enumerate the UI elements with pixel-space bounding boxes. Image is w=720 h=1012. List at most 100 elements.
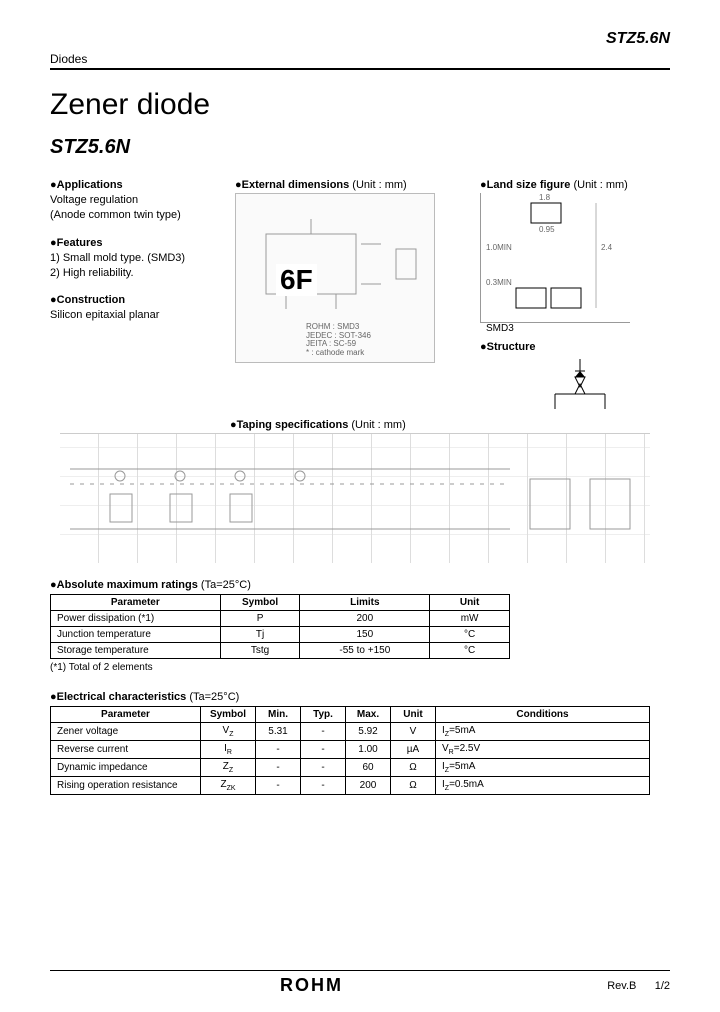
cell: P (220, 611, 300, 627)
structure-figure (540, 359, 620, 409)
land-heading: Land size figure (Unit : mm) (480, 179, 660, 191)
land-unit: (Unit : mm) (570, 179, 627, 191)
rohm-logo: ROHM (280, 975, 343, 996)
footer-page: 1/2 (655, 980, 670, 992)
table-row: Power dissipation (*1) P 200 mW (51, 611, 510, 627)
cell: 60 (346, 759, 391, 777)
taping-heading-text: Taping specifications (237, 419, 349, 431)
top-columns: Applications Voltage regulation(Anode co… (50, 179, 670, 409)
cell: 200 (300, 611, 430, 627)
applications-heading-text: Applications (57, 179, 123, 191)
cell: Tj (220, 627, 300, 643)
ext-dim-heading-text: External dimensions (242, 179, 350, 191)
marking-text: 6F (276, 264, 317, 296)
col-typ: Typ. (301, 707, 346, 723)
cell: Junction temperature (51, 627, 221, 643)
cell: 200 (346, 777, 391, 795)
applications-heading: Applications (50, 179, 220, 191)
abs-ratings-footnote: (*1) Total of 2 elements (50, 662, 670, 673)
cell: IZ=0.5mA (436, 777, 650, 795)
land-size-figure: 1.8 0.95 1.0MIN 0.3MIN 2.4 SMD3 (480, 193, 630, 323)
abs-ratings-temp: (Ta=25°C) (198, 579, 251, 591)
land-dim-h: 0.95 (539, 225, 555, 234)
construction-heading-text: Construction (57, 294, 125, 306)
cell: VR=2.5V (436, 741, 650, 759)
cell: - (256, 741, 301, 759)
taping-drawing-icon (60, 434, 650, 564)
part-number-heading: STZ5.6N (50, 136, 670, 159)
cell: ZZK (201, 777, 256, 795)
col-parameter: Parameter (51, 707, 201, 723)
header-part-number: STZ5.6N (50, 30, 670, 48)
col-parameter: Parameter (51, 595, 221, 611)
cell: Rising operation resistance (51, 777, 201, 795)
cell: µA (391, 741, 436, 759)
abs-ratings-heading-text: Absolute maximum ratings (57, 579, 198, 591)
col-limits: Limits (300, 595, 430, 611)
ext-dim-heading: External dimensions (Unit : mm) (235, 179, 465, 191)
features-body: 1) Small mold type. (SMD3) 2) High relia… (50, 251, 220, 281)
cell: 5.92 (346, 723, 391, 741)
footer: ROHM Rev.B 1/2 (50, 970, 670, 996)
cell: 5.31 (256, 723, 301, 741)
page-title: Zener diode (50, 88, 670, 122)
col-symbol: Symbol (220, 595, 300, 611)
cell: Ω (391, 759, 436, 777)
dim-note-4: * : cathode mark (306, 348, 364, 357)
feature-1: 1) Small mold type. (SMD3) (50, 252, 185, 264)
cell: - (256, 759, 301, 777)
taping-unit: (Unit : mm) (348, 419, 405, 431)
land-dim-v2: 0.3MIN (486, 278, 512, 287)
cell: 150 (300, 627, 430, 643)
land-pkg-label: SMD3 (486, 323, 514, 334)
cell: IR (201, 741, 256, 759)
construction-body: Silicon epitaxial planar (50, 308, 220, 323)
construction-heading: Construction (50, 294, 220, 306)
ext-dim-unit: (Unit : mm) (349, 179, 406, 191)
structure-heading-text: Structure (487, 341, 536, 353)
abs-ratings-table: Parameter Symbol Limits Unit Power dissi… (50, 594, 510, 659)
dim-note-2: JEDEC : SOT-346 (306, 331, 371, 340)
col-unit: Unit (391, 707, 436, 723)
cell: - (256, 777, 301, 795)
taping-heading: Taping specifications (Unit : mm) (230, 419, 670, 431)
cell: mW (430, 611, 510, 627)
cell: Ω (391, 777, 436, 795)
table-header-row: Parameter Symbol Limits Unit (51, 595, 510, 611)
applications-body: Voltage regulation(Anode common twin typ… (50, 193, 220, 223)
cell: -55 to +150 (300, 643, 430, 659)
table-row: Reverse current IR - - 1.00 µA VR=2.5V (51, 741, 650, 759)
dim-note-1: ROHM : SMD3 (306, 322, 359, 331)
cell: °C (430, 643, 510, 659)
structure-schematic-icon (540, 359, 620, 409)
land-heading-text: Land size figure (487, 179, 571, 191)
cell: Zener voltage (51, 723, 201, 741)
cell: Storage temperature (51, 643, 221, 659)
col-symbol: Symbol (201, 707, 256, 723)
footer-right: Rev.B 1/2 (607, 980, 670, 992)
feature-2: 2) High reliability. (50, 267, 134, 279)
cell: - (301, 741, 346, 759)
table-row: Storage temperature Tstg -55 to +150 °C (51, 643, 510, 659)
cell: V (391, 723, 436, 741)
col-conditions: Conditions (436, 707, 650, 723)
cell: ZZ (201, 759, 256, 777)
land-drawing-icon (481, 193, 631, 323)
footer-rev: Rev.B (607, 980, 636, 992)
cell: Power dissipation (*1) (51, 611, 221, 627)
features-heading-text: Features (57, 237, 103, 249)
cell: Tstg (220, 643, 300, 659)
land-dim-w: 1.8 (539, 193, 550, 202)
features-heading: Features (50, 237, 220, 249)
cell: - (301, 777, 346, 795)
elec-heading: Electrical characteristics (Ta=25°C) (50, 691, 670, 703)
cell: Reverse current (51, 741, 201, 759)
elec-table: Parameter Symbol Min. Typ. Max. Unit Con… (50, 706, 650, 795)
table-row: Dynamic impedance ZZ - - 60 Ω IZ=5mA (51, 759, 650, 777)
cell: Dynamic impedance (51, 759, 201, 777)
cell: - (301, 723, 346, 741)
left-column: Applications Voltage regulation(Anode co… (50, 179, 220, 409)
col-min: Min. (256, 707, 301, 723)
cell: 1.00 (346, 741, 391, 759)
table-row: Junction temperature Tj 150 °C (51, 627, 510, 643)
